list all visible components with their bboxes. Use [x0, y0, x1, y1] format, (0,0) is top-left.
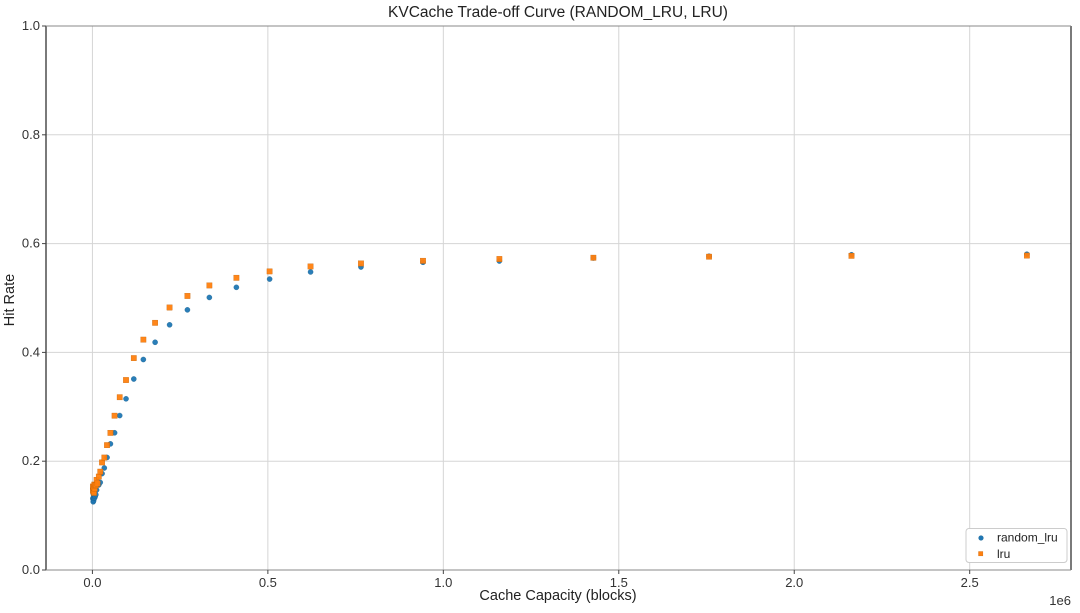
svg-text:Hit Rate: Hit Rate	[2, 274, 18, 326]
svg-text:0.0: 0.0	[22, 562, 40, 577]
svg-text:lru: lru	[997, 547, 1010, 561]
svg-text:0.6: 0.6	[22, 236, 40, 251]
svg-text:1.0: 1.0	[22, 18, 40, 33]
svg-text:2.5: 2.5	[961, 575, 979, 590]
svg-text:0.8: 0.8	[22, 127, 40, 142]
svg-text:1.5: 1.5	[610, 575, 628, 590]
svg-text:0.5: 0.5	[259, 575, 277, 590]
svg-text:0.0: 0.0	[83, 575, 101, 590]
svg-text:random_lru: random_lru	[997, 531, 1058, 545]
svg-text:Cache Capacity (blocks): Cache Capacity (blocks)	[479, 588, 636, 604]
svg-text:1e6: 1e6	[1049, 593, 1071, 608]
svg-text:KVCache Trade-off Curve (RANDO: KVCache Trade-off Curve (RANDOM_LRU, LRU…	[388, 4, 728, 21]
svg-text:1.0: 1.0	[434, 575, 452, 590]
svg-text:2.0: 2.0	[785, 575, 803, 590]
svg-text:0.4: 0.4	[22, 344, 40, 359]
svg-text:0.2: 0.2	[22, 453, 40, 468]
